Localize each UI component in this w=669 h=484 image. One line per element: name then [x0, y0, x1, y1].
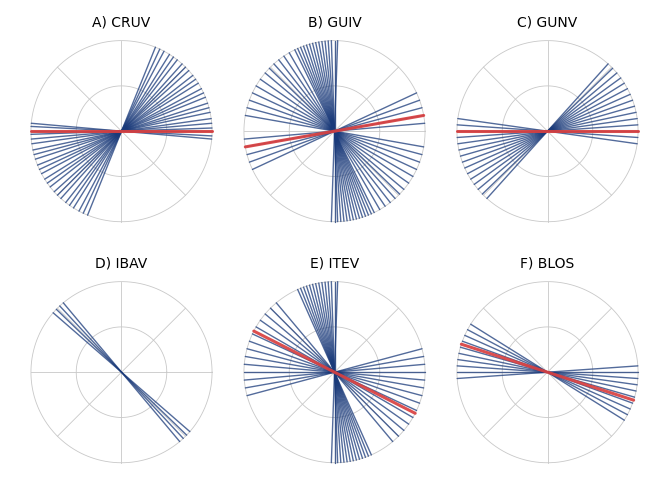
Title: B) GUIV: B) GUIV	[308, 16, 361, 30]
Title: D) IBAV: D) IBAV	[96, 257, 148, 271]
Title: F) BLOS: F) BLOS	[520, 257, 575, 271]
Title: C) GUNV: C) GUNV	[517, 16, 577, 30]
Title: A) CRUV: A) CRUV	[92, 16, 151, 30]
Title: E) ITEV: E) ITEV	[310, 257, 359, 271]
